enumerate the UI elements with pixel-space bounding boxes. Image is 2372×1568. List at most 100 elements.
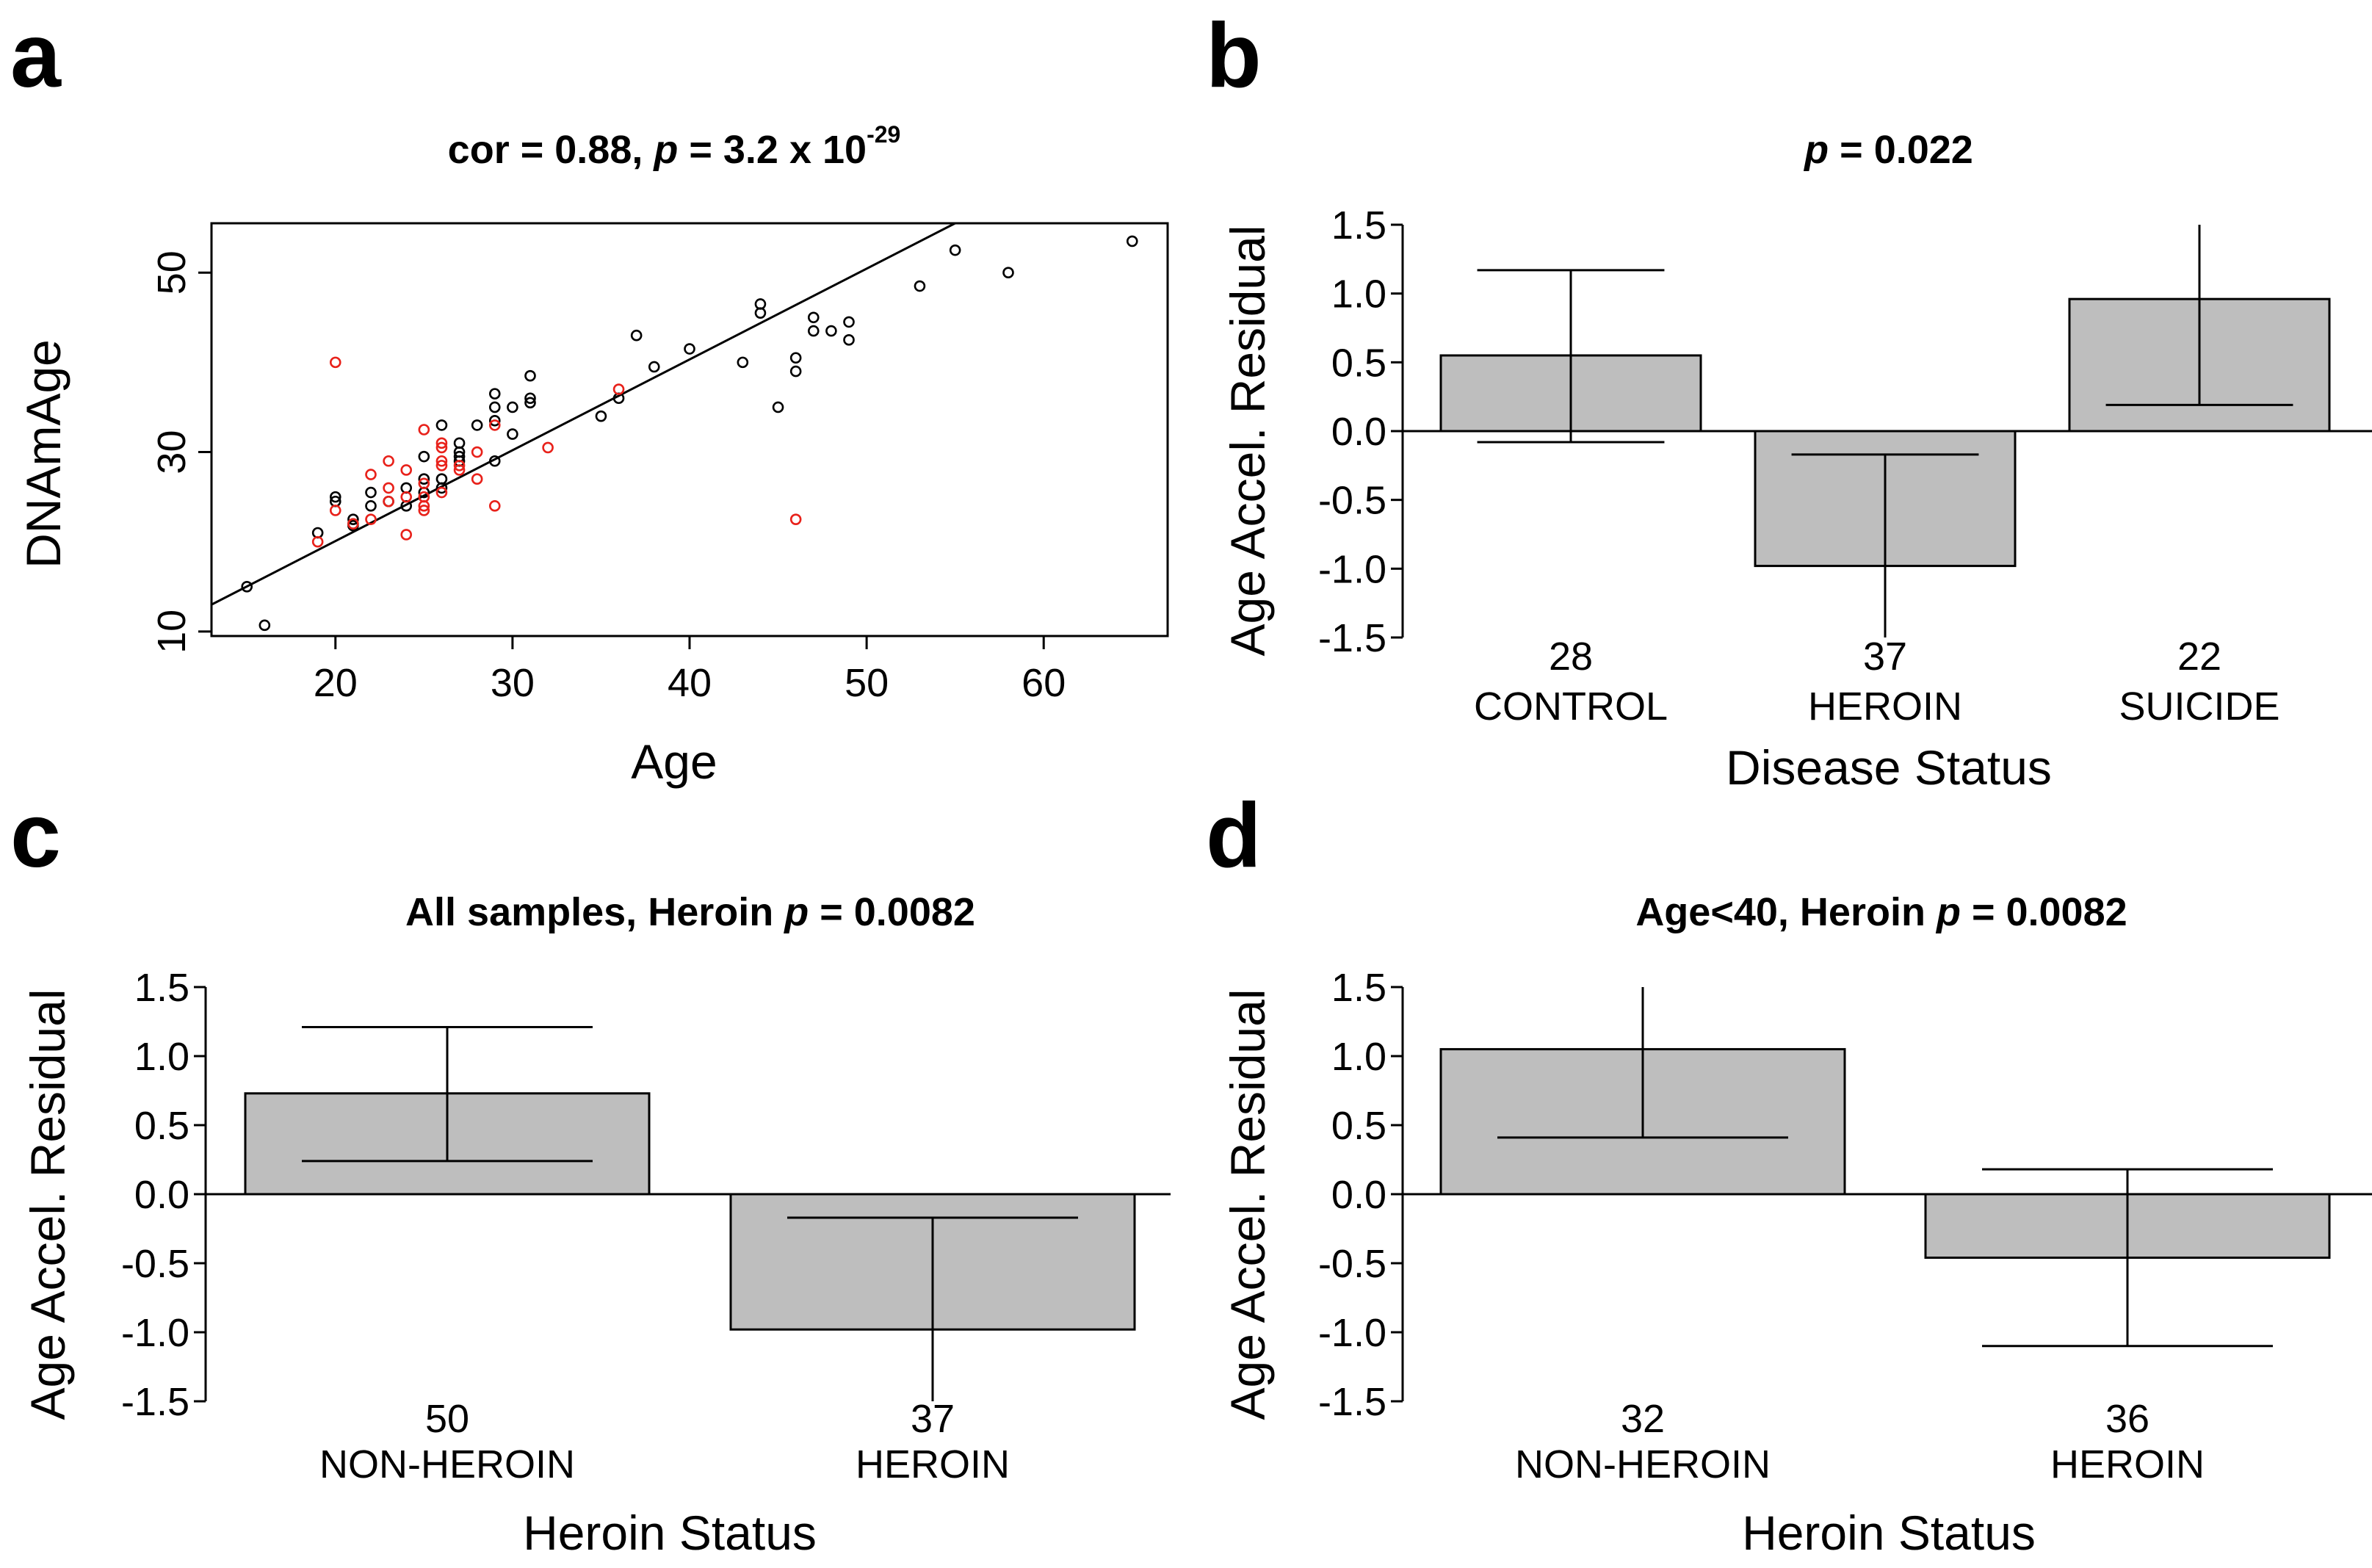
data-point-black (630, 329, 643, 342)
data-point-red (365, 469, 377, 480)
data-point-black (347, 513, 359, 525)
data-point-red (789, 513, 802, 525)
data-point-red (329, 356, 341, 369)
data-point-black (949, 244, 961, 256)
data-point-black (843, 316, 855, 328)
data-point-red (435, 441, 448, 454)
data-point-red (612, 383, 625, 395)
y-tick-label: 0.5 (1331, 1104, 1386, 1148)
data-point-black (329, 491, 341, 503)
x-tick-label: 50 (845, 661, 889, 705)
data-point-black (471, 419, 483, 431)
y-tick-label: 1.0 (1331, 1035, 1386, 1079)
data-point-red (435, 437, 448, 449)
data-point-black (435, 419, 448, 431)
data-point-black (418, 473, 430, 485)
data-point-red (383, 495, 394, 507)
data-point-red (435, 486, 448, 499)
y-tick-label: 0.0 (1331, 1173, 1386, 1217)
data-point-black (507, 428, 518, 440)
data-point-red (453, 464, 466, 476)
y-tick-label: 1.0 (1331, 272, 1386, 317)
category-label: SUICIDE (2119, 684, 2279, 729)
y-tick-label: 0.0 (1331, 410, 1386, 454)
panel-b: b p = 0.022 1.5 1.0 0.5 0.0 -0.5 -1.0 -1.5 28 CO… (1206, 5, 2372, 795)
x-tick-label: 30 (491, 661, 535, 705)
x-tick-label: 20 (314, 661, 358, 705)
data-point-black (754, 307, 767, 319)
category-label: CONTROL (1474, 684, 1668, 729)
data-point-red (400, 464, 413, 476)
panel-b-y-label: Age Accel. Residual (1221, 225, 1275, 656)
data-point-red (329, 505, 341, 516)
y-tick-label: 1.5 (1331, 203, 1386, 248)
panel-a-y-label: DNAmAge (16, 339, 70, 568)
data-point-black (524, 392, 536, 405)
data-point-black (914, 280, 926, 292)
y-tick-label: 1.5 (134, 966, 189, 1010)
panel-label-a: a (10, 5, 62, 106)
data-point-black (1126, 235, 1138, 248)
data-point-black (507, 401, 518, 413)
data-point-black (737, 356, 749, 369)
y-tick-label: -0.5 (1318, 479, 1386, 523)
panel-label-d: d (1206, 785, 1262, 886)
y-tick-label: 0.5 (1331, 341, 1386, 385)
data-point-black (488, 388, 501, 400)
category-label: NON-HEROIN (1515, 1442, 1771, 1486)
y-tick-label: -1.0 (1318, 547, 1386, 591)
data-point-black (524, 369, 536, 382)
y-tick-label: -1.0 (121, 1311, 189, 1355)
data-point-red (453, 460, 466, 472)
sample-count-label: 50 (425, 1397, 469, 1441)
data-point-red (418, 505, 430, 516)
data-point-black (789, 352, 802, 364)
panel-b-x-label: Disease Status (1726, 740, 2052, 795)
y-tick-label: 10 (150, 610, 194, 654)
panel-d-x-label: Heroin Status (1742, 1506, 2036, 1560)
panel-a-y-axis: 10 30 50 (150, 250, 211, 654)
y-tick-label: -1.5 (121, 1380, 189, 1424)
y-tick-label: 50 (150, 250, 194, 295)
y-tick-label: 1.5 (1331, 966, 1386, 1010)
panel-c-x-label: Heroin Status (523, 1506, 817, 1560)
y-tick-label: -1.5 (1318, 1380, 1386, 1424)
data-point-black (435, 482, 448, 494)
panel-c-y-label: Age Accel. Residual (21, 989, 75, 1420)
data-point-black (807, 311, 820, 324)
data-point-red (418, 500, 430, 512)
data-point-black (524, 397, 536, 409)
data-point-black (789, 365, 802, 377)
sample-count-label: 37 (1863, 635, 1907, 679)
data-point-red (383, 482, 394, 494)
y-tick-label: -1.5 (1318, 616, 1386, 660)
data-point-black (825, 325, 837, 337)
data-point-black (488, 401, 501, 413)
category-label: HEROIN (2050, 1442, 2205, 1486)
sample-count-label: 37 (911, 1397, 955, 1441)
data-point-red (435, 460, 448, 472)
panel-label-c: c (10, 785, 61, 886)
sample-count-label: 28 (1549, 635, 1593, 679)
category-label: NON-HEROIN (319, 1442, 575, 1486)
panel-c-title: All samples, Heroin p = 0.0082 (405, 890, 975, 934)
data-point-black (241, 581, 253, 593)
y-tick-label: 0.5 (134, 1104, 189, 1148)
data-point-black (595, 410, 607, 422)
panel-a-x-axis: 20 30 40 50 60 (314, 636, 1066, 705)
data-point-black (772, 401, 784, 413)
y-tick-label: -0.5 (121, 1242, 189, 1286)
panel-c: c All samples, Heroin p = 0.0082 1.5 1.0 0… (10, 785, 1171, 1560)
data-point-black (258, 619, 271, 632)
y-tick-label: 30 (150, 430, 194, 474)
data-point-black (365, 486, 377, 499)
panel-a-x-label: Age (631, 734, 717, 789)
data-point-red (418, 424, 430, 436)
panel-a-plot-frame (210, 222, 1169, 637)
x-tick-label: 60 (1022, 661, 1066, 705)
data-point-black (807, 325, 820, 337)
panel-d-title: Age<40, Heroin p = 0.0082 (1635, 890, 2127, 934)
y-tick-label: 0.0 (134, 1173, 189, 1217)
panel-d: d Age<40, Heroin p = 0.0082 1.5 1.0 0.5 0.0… (1206, 785, 2372, 1560)
